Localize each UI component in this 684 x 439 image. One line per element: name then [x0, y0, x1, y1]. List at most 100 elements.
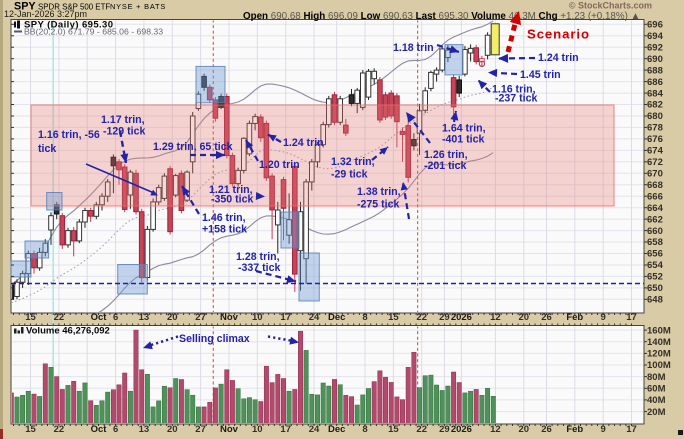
svg-text:160M: 160M — [647, 325, 671, 336]
svg-text:664: 664 — [647, 203, 664, 214]
svg-text:-237 tick: -237 tick — [495, 93, 538, 105]
svg-text:20: 20 — [167, 312, 178, 323]
svg-text:662: 662 — [647, 214, 663, 225]
svg-text:668: 668 — [647, 180, 663, 191]
svg-text:648: 648 — [647, 295, 663, 306]
svg-text:660: 660 — [647, 226, 663, 237]
svg-text:17: 17 — [280, 312, 291, 323]
svg-text:13: 13 — [139, 312, 150, 323]
svg-text:60M: 60M — [647, 384, 666, 395]
svg-text:678: 678 — [647, 123, 663, 134]
svg-text:140M: 140M — [647, 337, 671, 348]
svg-text:-129 tick: -129 tick — [103, 126, 146, 138]
svg-text:670: 670 — [647, 169, 663, 180]
svg-text:BB(20,2.0) 671.79 - 685.06 - 6: BB(20,2.0) 671.79 - 685.06 - 698.33 — [24, 27, 163, 37]
svg-text:9: 9 — [601, 424, 606, 435]
svg-text:1.16 trin, -56: 1.16 trin, -56 — [38, 129, 100, 141]
svg-text:22: 22 — [416, 312, 427, 323]
svg-text:29: 29 — [439, 424, 450, 435]
svg-text:26: 26 — [541, 312, 552, 323]
svg-text:22: 22 — [416, 424, 427, 435]
svg-text:15: 15 — [388, 312, 399, 323]
svg-text:1.29 trin, 65 tick: 1.29 trin, 65 tick — [153, 141, 233, 153]
svg-text:13: 13 — [139, 424, 150, 435]
svg-text:666: 666 — [647, 191, 663, 202]
svg-text:40M: 40M — [647, 395, 666, 406]
svg-text:654: 654 — [647, 260, 664, 271]
svg-text:Oct: Oct — [91, 424, 108, 435]
svg-text:SPY: SPY — [14, 1, 36, 13]
svg-text:100M: 100M — [647, 360, 671, 371]
svg-text:1.24 trin: 1.24 trin — [283, 137, 324, 149]
svg-text:SPDR S&P 500 ETF: SPDR S&P 500 ETF — [38, 3, 110, 12]
svg-text:-337 tick: -337 tick — [238, 262, 281, 274]
svg-text:Volume 46,276,092: Volume 46,276,092 — [26, 326, 110, 337]
svg-text:17: 17 — [626, 424, 637, 435]
svg-text:2026: 2026 — [451, 312, 472, 323]
svg-text:22: 22 — [54, 424, 65, 435]
svg-text:690: 690 — [647, 54, 663, 65]
svg-text:Nov: Nov — [220, 424, 239, 435]
svg-text:© StockCharts.com: © StockCharts.com — [569, 1, 652, 11]
svg-text:8: 8 — [362, 312, 367, 323]
svg-text:1.18 trin: 1.18 trin — [393, 42, 434, 54]
svg-text:SPY (Daily) 695.30: SPY (Daily) 695.30 — [24, 20, 113, 31]
svg-text:8: 8 — [362, 424, 367, 435]
svg-text:27: 27 — [195, 424, 206, 435]
svg-text:1.26 trin,: 1.26 trin, — [424, 149, 468, 161]
svg-text:-401 tick: -401 tick — [442, 134, 485, 146]
svg-text:12: 12 — [490, 424, 501, 435]
svg-text:20: 20 — [167, 424, 178, 435]
svg-text:-29 tick: -29 tick — [331, 169, 368, 181]
svg-text:Open 690.68 High 696.09 Low 69: Open 690.68 High 696.09 Low 690.63 Last … — [243, 11, 640, 22]
svg-text:6: 6 — [113, 424, 118, 435]
svg-text:10: 10 — [252, 312, 263, 323]
svg-text:680: 680 — [647, 111, 663, 122]
svg-text:22: 22 — [54, 312, 65, 323]
svg-text:674: 674 — [647, 146, 664, 157]
svg-text:12: 12 — [490, 312, 501, 323]
svg-text:1.46 trin,: 1.46 trin, — [202, 212, 246, 224]
svg-text:Dec: Dec — [328, 312, 345, 323]
svg-text:-201 tick: -201 tick — [424, 160, 467, 172]
svg-text:9: 9 — [601, 312, 606, 323]
svg-text:1.64 trin,: 1.64 trin, — [442, 123, 486, 135]
svg-text:2026: 2026 — [451, 424, 472, 435]
svg-text:20M: 20M — [647, 407, 666, 418]
svg-text:672: 672 — [647, 157, 663, 168]
svg-text:10: 10 — [252, 424, 263, 435]
svg-text:29: 29 — [439, 312, 450, 323]
svg-text:-275 tick: -275 tick — [357, 199, 400, 211]
svg-text:694: 694 — [647, 31, 664, 42]
svg-text:1.20 trin: 1.20 trin — [259, 159, 300, 171]
svg-text:692: 692 — [647, 42, 663, 53]
svg-text:120M: 120M — [647, 349, 671, 360]
svg-text:NYSE + BATS: NYSE + BATS — [110, 2, 166, 11]
svg-text:658: 658 — [647, 237, 663, 248]
svg-text:15: 15 — [25, 424, 36, 435]
svg-text:20: 20 — [519, 312, 530, 323]
svg-text:Feb: Feb — [566, 312, 583, 323]
svg-text:24: 24 — [309, 312, 320, 323]
svg-text:682: 682 — [647, 100, 663, 111]
svg-text:6: 6 — [113, 312, 118, 323]
svg-text:15: 15 — [388, 424, 399, 435]
svg-text:17: 17 — [626, 312, 637, 323]
svg-text:Oct: Oct — [91, 312, 108, 323]
svg-text:688: 688 — [647, 65, 663, 76]
svg-text:1.21 trin,: 1.21 trin, — [209, 184, 253, 196]
svg-text:24: 24 — [309, 424, 320, 435]
svg-text:15: 15 — [25, 312, 36, 323]
svg-text:656: 656 — [647, 249, 663, 260]
svg-text:Feb: Feb — [566, 424, 583, 435]
svg-text:80M: 80M — [647, 372, 666, 383]
svg-text:684: 684 — [647, 88, 664, 99]
svg-text:20: 20 — [519, 424, 530, 435]
svg-text:27: 27 — [195, 312, 206, 323]
svg-text:26: 26 — [541, 424, 552, 435]
svg-text:Nov: Nov — [220, 312, 239, 323]
svg-text:686: 686 — [647, 77, 663, 88]
svg-text:+158 tick: +158 tick — [202, 224, 247, 236]
svg-text:1.45 trin: 1.45 trin — [520, 69, 561, 81]
svg-text:1.32 trin,: 1.32 trin, — [331, 156, 375, 168]
